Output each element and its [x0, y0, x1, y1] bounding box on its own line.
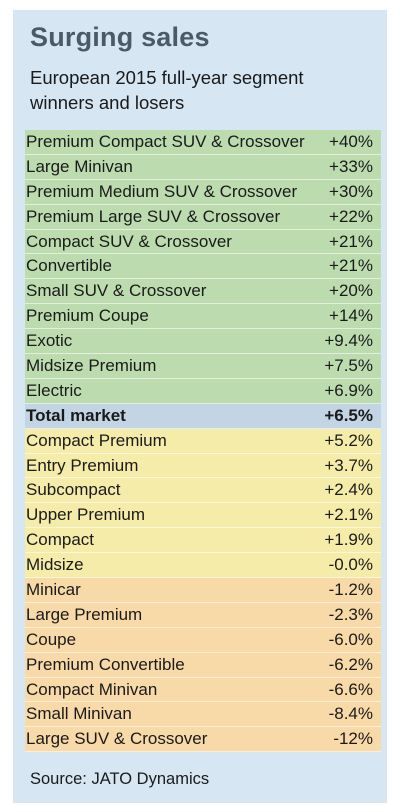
table-row: Compact Minivan -6.6%	[25, 677, 381, 703]
chart-subtitle: European 2015 full-year segment winners …	[30, 67, 304, 113]
segment-label: Small Minivan	[26, 704, 132, 724]
change-value: +3.7%	[324, 455, 373, 475]
segment-label: Premium Coupe	[26, 306, 149, 326]
segment-label: Premium Large SUV & Crossover	[26, 206, 281, 226]
total-row: Total market +6.5%	[25, 403, 381, 429]
segment-label: Midsize Premium	[26, 355, 157, 375]
segment-label: Exotic	[26, 331, 73, 351]
segment-label: Total market	[26, 405, 126, 425]
segment-label: Large Minivan	[26, 156, 133, 176]
table-row: Minicar -1.2%	[25, 578, 381, 603]
change-value: +21%	[329, 256, 373, 276]
change-value: +30%	[329, 181, 373, 201]
segment-label: Entry Premium	[26, 455, 139, 475]
change-value: -8.4%	[328, 704, 373, 724]
table-row: Small Minivan -8.4%	[25, 702, 381, 728]
change-value: -1.2%	[328, 579, 373, 599]
segment-label: Premium Compact SUV & Crossover	[26, 131, 305, 151]
table-row: Premium Convertible -6.2%	[25, 652, 381, 678]
segment-label: Compact	[26, 530, 95, 550]
table-row: Midsize Premium +7.5%	[25, 354, 381, 379]
source-note: Source: JATO Dynamics	[30, 770, 210, 788]
segment-table: Premium Compact SUV & Crossover +40% Large…	[25, 130, 381, 753]
table-row: Subcompact +2.4%	[25, 478, 381, 504]
change-value: -2.3%	[328, 604, 373, 624]
table-row: Midsize -0.0%	[25, 553, 381, 579]
segment-label: Large Premium	[26, 604, 143, 624]
change-value: +22%	[329, 206, 373, 226]
segment-label: Premium Medium SUV & Crossover	[26, 181, 298, 201]
segment-label: Premium Convertible	[26, 654, 185, 674]
segment-label: Midsize	[26, 555, 84, 575]
change-value: +1.9%	[324, 530, 373, 550]
change-value: +14%	[329, 306, 373, 326]
table-row: Compact +1.9%	[25, 528, 381, 554]
change-value: +5.2%	[324, 430, 373, 450]
change-value: +21%	[329, 231, 373, 251]
table-row: Convertible +21%	[25, 254, 381, 280]
change-value: +20%	[329, 281, 373, 301]
change-value: +2.1%	[324, 505, 373, 525]
change-value: +7.5%	[324, 355, 373, 375]
table-row: Electric +6.9%	[25, 378, 381, 404]
change-value: -6.0%	[328, 629, 373, 649]
change-value: +6.5%	[324, 405, 373, 425]
change-value: +33%	[329, 156, 373, 176]
table-row: Large Minivan +33%	[25, 154, 381, 180]
change-value: +2.4%	[324, 480, 373, 500]
change-value: +40%	[329, 131, 373, 151]
table-row: Coupe -6.0%	[25, 627, 381, 653]
change-value: +6.9%	[324, 380, 373, 400]
segment-label: Convertible	[26, 256, 112, 276]
segment-label: Compact SUV & Crossover	[26, 231, 232, 251]
segment-label: Large SUV & Crossover	[26, 729, 208, 749]
table-row: Premium Coupe +14%	[25, 304, 381, 330]
change-value: -6.6%	[328, 679, 373, 699]
segment-label: Minicar	[26, 579, 81, 599]
chart-title: Surging sales	[30, 22, 210, 52]
table-row: Compact Premium +5.2%	[25, 428, 381, 454]
segment-label: Small SUV & Crossover	[26, 281, 207, 301]
segment-label: Compact Minivan	[26, 679, 158, 699]
change-value: -12%	[333, 729, 373, 749]
table-row: Upper Premium +2.1%	[25, 503, 381, 529]
change-value: -6.2%	[328, 654, 373, 674]
change-value: +9.4%	[324, 331, 373, 351]
segment-label: Electric	[26, 380, 82, 400]
table-row: Premium Large SUV & Crossover +22%	[25, 204, 381, 230]
segment-label: Subcompact	[26, 480, 121, 500]
table-row: Large Premium -2.3%	[25, 602, 381, 628]
table-row: Premium Medium SUV & Crossover +30%	[25, 179, 381, 205]
change-value: -0.0%	[328, 555, 373, 575]
segment-label: Upper Premium	[26, 505, 146, 525]
table-row: Entry Premium +3.7%	[25, 453, 381, 479]
table-row: Compact SUV & Crossover +21%	[25, 229, 381, 255]
table-row: Premium Compact SUV & Crossover +40%	[25, 130, 381, 155]
table-row: Small SUV & Crossover +20%	[25, 279, 381, 305]
chart-panel: Surging sales European 2015 full-year se…	[13, 10, 387, 803]
table-row: Exotic +9.4%	[25, 329, 381, 355]
table-row: Large SUV & Crossover -12%	[25, 727, 381, 753]
segment-label: Coupe	[26, 629, 77, 649]
segment-label: Compact Premium	[26, 430, 167, 450]
